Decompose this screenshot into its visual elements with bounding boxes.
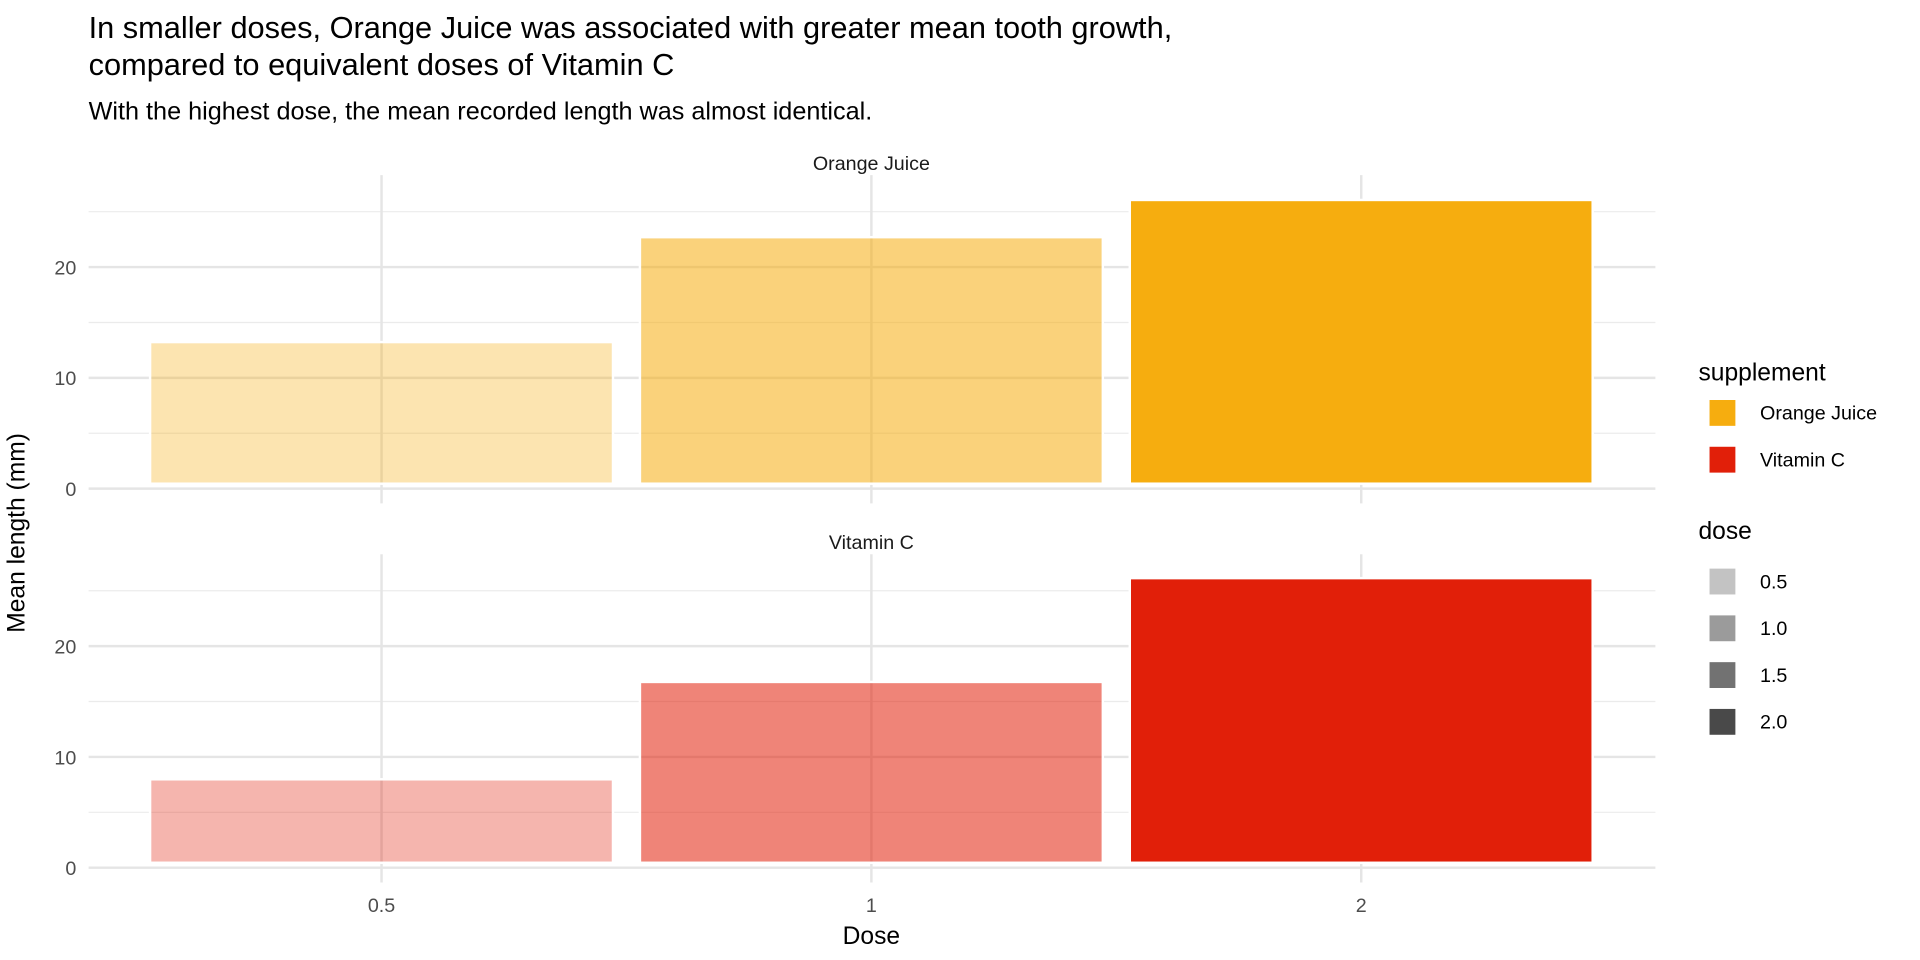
y-axis-label: Mean length (mm): [4, 433, 31, 633]
legend-key-dose-2.0: [1709, 708, 1736, 735]
legend-label: Orange Juice: [1760, 403, 1877, 425]
legend-label: Vitamin C: [1760, 449, 1845, 471]
legend-supplement-title: supplement: [1698, 359, 1825, 386]
facet-strip-label: Vitamin C: [829, 532, 914, 554]
bar-orange-juice-1: [638, 235, 1105, 485]
facet-panel-orange-juice: Orange Juice 0 10 20: [54, 153, 1656, 504]
chart-title: In smaller doses, Orange Juice was assoc…: [89, 10, 1173, 45]
facet-panel-vitamin-c: Vitamin C 0 10 20: [54, 532, 1656, 883]
x-tick-label: 0.5: [368, 895, 395, 917]
chart-title-line2: compared to equivalent doses of Vitamin …: [89, 47, 675, 82]
legend-label: 1.0: [1760, 618, 1787, 640]
legend-key-dose-1.5: [1709, 662, 1736, 688]
y-tick-label: 0: [65, 858, 76, 880]
legend-key-vitamin-c: [1709, 446, 1736, 473]
y-tick-label: 0: [65, 479, 76, 501]
legend-dose-title: dose: [1698, 518, 1751, 545]
bar-vitamin-c-0.5: [148, 778, 615, 864]
bar-vitamin-c-2: [1128, 576, 1594, 864]
bar-orange-juice-0.5: [148, 340, 615, 485]
legend-label: 2.0: [1760, 712, 1787, 734]
legend-label: 0.5: [1760, 571, 1787, 593]
chart-subtitle: With the highest dose, the mean recorded…: [89, 97, 873, 125]
legend-key-dose-0.5: [1709, 568, 1736, 595]
x-tick-label: 1: [866, 895, 877, 917]
y-tick-label: 20: [54, 637, 76, 659]
legend-key-dose-1.0: [1709, 615, 1736, 642]
y-tick-label: 10: [54, 368, 76, 390]
x-tick-label: 2: [1356, 895, 1367, 917]
bar-vitamin-c-1: [638, 680, 1105, 864]
bar-orange-juice-2: [1128, 198, 1594, 485]
legend-key-orange-juice: [1709, 400, 1736, 426]
x-axis-label: Dose: [843, 923, 900, 950]
legend-label: 1.5: [1760, 665, 1787, 687]
y-tick-label: 10: [54, 747, 76, 769]
y-tick-label: 20: [54, 257, 76, 279]
facet-strip-label: Orange Juice: [813, 153, 930, 175]
